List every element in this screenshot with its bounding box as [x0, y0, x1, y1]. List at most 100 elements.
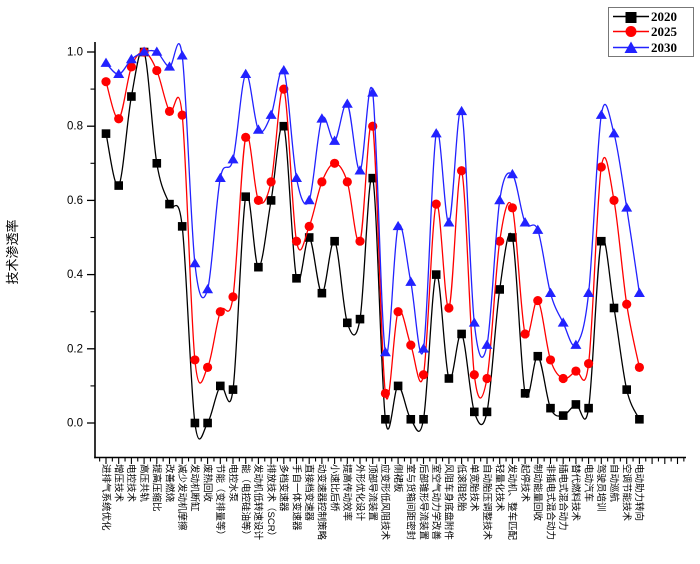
y-tick-label: 0.6 [67, 195, 83, 207]
data-point-circle [406, 340, 416, 350]
data-point-circle [482, 373, 492, 384]
data-point-triangle [494, 194, 506, 205]
y-tick-label: 0.8 [67, 121, 83, 133]
data-point-square [381, 414, 390, 424]
data-point-square [393, 381, 403, 391]
x-tick-label: 发动机断缸 [189, 464, 201, 512]
data-point-circle [634, 362, 645, 372]
data-point-square [355, 314, 365, 324]
x-tick-label: 室与货箱间距密封 [405, 464, 417, 541]
data-point-circle [304, 221, 314, 231]
data-point-circle [152, 65, 162, 76]
data-point-square [520, 389, 530, 398]
data-point-triangle [570, 339, 582, 349]
data-point-square [152, 159, 162, 168]
data-point-triangle [202, 283, 214, 294]
data-point-triangle [456, 105, 468, 116]
x-tick-label: 手自一体变速器 [290, 464, 302, 531]
data-point-triangle [278, 65, 290, 75]
data-point-square [558, 411, 568, 420]
data-point-circle [368, 121, 378, 131]
data-point-triangle [341, 98, 353, 108]
legend-glyph-2025 [625, 26, 637, 38]
x-tick-label: 进排气系统优化 [100, 464, 112, 531]
data-point-triangle [329, 135, 341, 145]
data-point-circle [457, 166, 467, 176]
data-point-circle [622, 299, 632, 309]
data-point-square [597, 236, 606, 246]
x-tick-label: 应变形低风阻技术 [379, 464, 391, 541]
x-tick-label: 制动能量回收 [532, 464, 544, 522]
data-point-circle [203, 362, 213, 372]
data-point-triangle [379, 347, 391, 357]
data-point-square [571, 400, 581, 409]
x-tick-label: 风阻车身底盘附件 [443, 464, 455, 541]
data-point-circle [266, 177, 276, 187]
data-point-triangle [595, 109, 607, 119]
legend-marker-2020 [613, 12, 649, 24]
data-point-circle [431, 199, 441, 209]
data-point-square [165, 199, 174, 209]
data-point-square [584, 403, 593, 413]
x-tick-label: 后部锥形导流装置 [417, 464, 429, 540]
y-tick-label: 1.0 [67, 47, 83, 59]
legend-marker-2025 [613, 26, 649, 38]
data-point-square [216, 381, 225, 391]
legend: 2020 2025 2030 [608, 7, 694, 57]
data-point-square [330, 236, 339, 246]
x-tick-label: 自动胎压调整技术 [481, 464, 493, 541]
data-point-triangle [418, 343, 429, 353]
data-point-square [266, 196, 276, 205]
data-point-square [279, 121, 289, 131]
data-point-triangle [151, 46, 163, 56]
data-point-circle [126, 62, 136, 72]
x-tick-label: 室空气动力学改善 [430, 464, 442, 541]
data-point-circle [469, 370, 479, 380]
data-point-square [190, 418, 200, 428]
x-tick-label: 节能（变排量等） [214, 464, 226, 540]
x-tick-label: 外形优化设计 [354, 464, 366, 522]
y-tick-label: 0.4 [67, 269, 84, 281]
data-point-circle [495, 236, 505, 246]
data-point-triangle [291, 172, 302, 182]
data-point-square [254, 262, 263, 272]
data-point-square [622, 385, 631, 394]
data-point-triangle [608, 128, 620, 138]
x-tick-label: 起停技术 [519, 464, 531, 503]
data-point-triangle [214, 172, 226, 182]
data-point-triangle [164, 61, 175, 71]
x-tick-label: 直接档变速器 [303, 464, 315, 522]
data-point-square [177, 222, 187, 231]
series-2020 [101, 47, 644, 440]
x-tick-label: 能（电控硅油等） [240, 464, 252, 540]
data-point-circle [507, 203, 517, 213]
data-point-circle [291, 236, 302, 246]
x-tick-label: 小速比后桥 [328, 464, 340, 512]
legend-item-2030: 2030 [611, 40, 691, 55]
data-point-square [343, 318, 352, 328]
data-point-triangle [532, 224, 544, 234]
x-tick-label: 排放技术（SCR） [265, 464, 277, 541]
x-tick-label: 驾驶员培训 [595, 464, 607, 512]
data-point-square [482, 407, 492, 417]
legend-label-2020: 2020 [651, 9, 677, 25]
x-tick-label: 提高压缩比 [151, 464, 163, 512]
data-point-circle [177, 110, 187, 120]
data-point-triangle [430, 128, 442, 138]
data-point-circle [584, 359, 594, 369]
legend-item-2025: 2025 [611, 24, 691, 39]
data-point-circle [330, 158, 340, 168]
y-axis-title: 技术渗透率 [5, 219, 20, 284]
data-point-triangle [227, 154, 239, 164]
x-tick-label: 低滚阻轮胎 [455, 464, 467, 512]
x-tick-label: 发动机、整车匹配 [506, 464, 518, 541]
data-point-circle [533, 295, 543, 306]
x-tick-label: 废热回收 [201, 464, 213, 503]
data-point-square [546, 403, 555, 413]
data-point-triangle [443, 217, 455, 227]
data-point-circle [596, 162, 606, 172]
data-point-triangle [316, 113, 328, 123]
data-point-square [114, 181, 123, 190]
x-tick-label: 单宽胎技术 [468, 464, 480, 512]
